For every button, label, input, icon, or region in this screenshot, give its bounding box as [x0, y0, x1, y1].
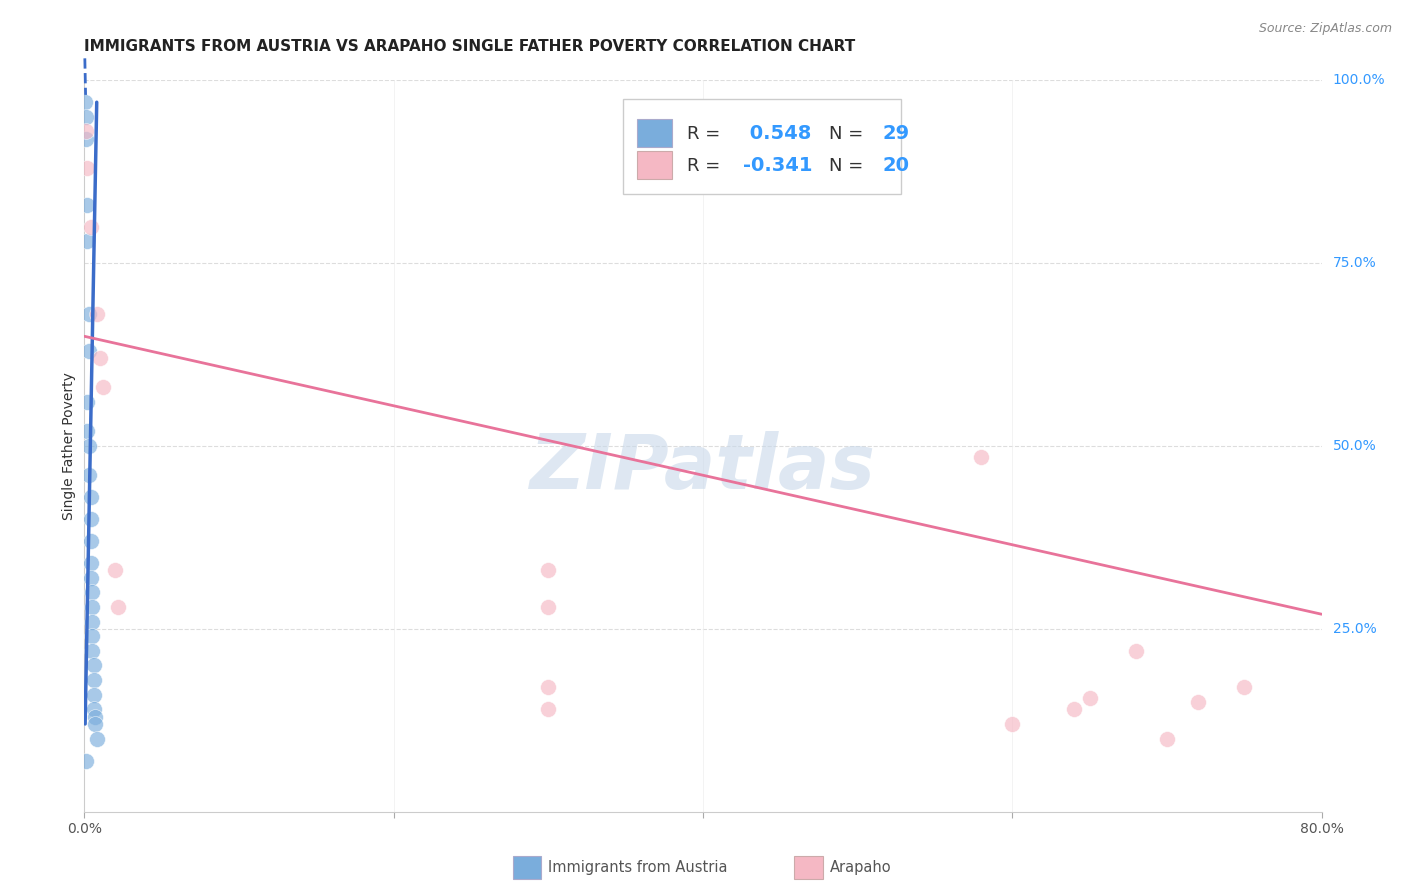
Point — [86, 731, 108, 746]
Text: 25.0%: 25.0% — [1333, 622, 1376, 636]
Point — [76, 395, 98, 409]
Text: Immigrants from Austria: Immigrants from Austria — [548, 861, 728, 875]
Point — [76, 197, 98, 211]
Point — [79, 219, 101, 234]
Text: R =: R = — [688, 125, 720, 143]
Text: N =: N = — [830, 125, 863, 143]
Point — [1001, 717, 1024, 731]
Text: N =: N = — [830, 157, 863, 175]
Text: 75.0%: 75.0% — [1333, 256, 1376, 270]
Point — [1187, 695, 1209, 709]
Point — [1063, 702, 1085, 716]
Point — [89, 351, 111, 366]
Point — [537, 681, 560, 695]
Point — [82, 585, 104, 599]
Point — [1156, 731, 1178, 746]
Bar — [623, 99, 901, 194]
Point — [83, 673, 105, 687]
Point — [86, 307, 108, 321]
Point — [1233, 681, 1256, 695]
Point — [82, 599, 104, 614]
Point — [77, 307, 100, 321]
Point — [1125, 644, 1147, 658]
Text: Arapaho: Arapaho — [830, 861, 891, 875]
Point — [79, 534, 101, 549]
Point — [75, 95, 97, 110]
Text: 29: 29 — [883, 124, 910, 144]
Point — [82, 629, 104, 643]
Point — [84, 709, 107, 723]
Point — [79, 571, 101, 585]
Text: 0.548: 0.548 — [742, 124, 811, 144]
Point — [75, 110, 97, 124]
Text: Source: ZipAtlas.com: Source: ZipAtlas.com — [1258, 22, 1392, 36]
Point — [84, 717, 107, 731]
Point — [83, 658, 105, 673]
Text: IMMIGRANTS FROM AUSTRIA VS ARAPAHO SINGLE FATHER POVERTY CORRELATION CHART: IMMIGRANTS FROM AUSTRIA VS ARAPAHO SINGL… — [84, 38, 856, 54]
Point — [76, 161, 98, 175]
Point — [82, 615, 104, 629]
Point — [82, 644, 104, 658]
Point — [76, 425, 98, 439]
Point — [970, 450, 993, 464]
Text: ZIPatlas: ZIPatlas — [530, 431, 876, 505]
Point — [77, 343, 100, 358]
Point — [76, 234, 98, 248]
Point — [79, 490, 101, 504]
Point — [537, 599, 560, 614]
Point — [83, 688, 105, 702]
Point — [79, 512, 101, 526]
Point — [537, 563, 560, 577]
Text: R =: R = — [688, 157, 720, 175]
Text: 50.0%: 50.0% — [1333, 439, 1376, 453]
Point — [75, 754, 97, 768]
Point — [107, 599, 129, 614]
Point — [75, 132, 97, 146]
Point — [77, 468, 100, 483]
Point — [537, 702, 560, 716]
Text: 100.0%: 100.0% — [1333, 73, 1385, 87]
Bar — [637, 119, 672, 147]
Point — [75, 124, 97, 138]
Y-axis label: Single Father Poverty: Single Father Poverty — [62, 372, 76, 520]
Text: 20: 20 — [883, 156, 910, 176]
Point — [83, 702, 105, 716]
Point — [104, 563, 127, 577]
Text: -0.341: -0.341 — [742, 156, 813, 176]
Point — [77, 439, 100, 453]
Point — [1078, 691, 1101, 706]
Point — [91, 380, 114, 394]
Bar — [637, 152, 672, 179]
Point — [79, 556, 101, 570]
